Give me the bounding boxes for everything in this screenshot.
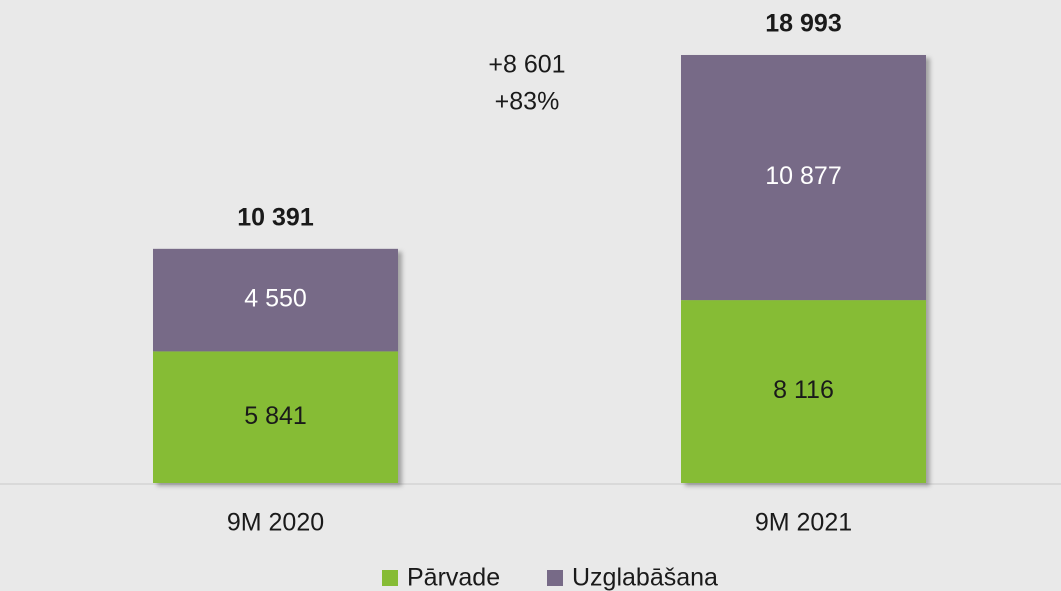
bar-segment <box>681 300 926 483</box>
legend-swatch <box>382 570 398 586</box>
x-tick-label: 9M 2020 <box>227 509 324 537</box>
legend-swatch <box>547 570 563 586</box>
value-label: 8 116 <box>773 376 834 404</box>
annotation: +83% <box>495 88 560 116</box>
value-label: 5 841 <box>244 402 307 430</box>
bar-stack <box>681 55 926 483</box>
bar-segment <box>681 55 926 301</box>
x-tick-label: 9M 2021 <box>755 509 852 537</box>
bar-segment <box>153 248 398 352</box>
bar-stack <box>153 248 398 483</box>
total-label: 18 993 <box>765 10 841 38</box>
annotation: +8 601 <box>488 51 565 79</box>
legend-label: Uzglabāšana <box>572 564 718 591</box>
bar-segment <box>153 351 398 483</box>
legend-label: Pārvade <box>407 564 500 591</box>
value-label: 4 550 <box>244 285 307 313</box>
value-label: 10 877 <box>765 162 841 190</box>
total-label: 10 391 <box>237 203 314 231</box>
